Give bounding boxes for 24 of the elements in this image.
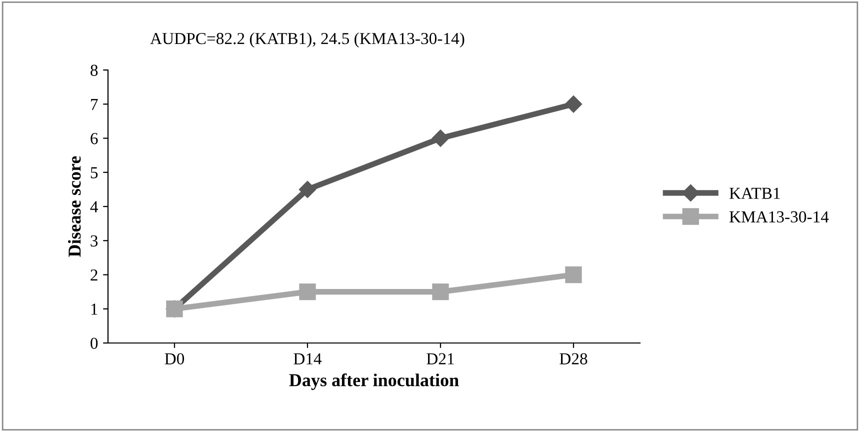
point bbox=[564, 96, 582, 113]
point bbox=[298, 180, 316, 198]
y-tick-label: 3 bbox=[90, 235, 98, 247]
x-tick-label: D14 bbox=[294, 353, 322, 364]
point bbox=[299, 283, 316, 300]
y-tick-label: 5 bbox=[90, 167, 98, 178]
x-axis-title: Days after inoculation bbox=[289, 373, 459, 390]
point bbox=[432, 130, 450, 147]
y-tick-label: 7 bbox=[91, 98, 98, 110]
y-tick-label: 4 bbox=[90, 201, 98, 212]
y-tick-label: 6 bbox=[90, 132, 98, 144]
y-tick-label: 2 bbox=[90, 269, 98, 281]
x-tick-label: D21 bbox=[426, 353, 454, 364]
legend-label: KATB1 bbox=[729, 188, 780, 199]
y-axis-title: Disease score bbox=[68, 156, 81, 257]
x-tick-label: D28 bbox=[560, 353, 588, 364]
text: AUDPC=82.2 (KATB1), 24.5 (KMA13-30-14) bbox=[150, 32, 464, 48]
y-tick-label: 0 bbox=[90, 338, 98, 349]
legend-label: KMA13-30-14 bbox=[729, 211, 829, 222]
point bbox=[432, 283, 449, 300]
x-tick-label: D0 bbox=[164, 353, 184, 364]
y-tick-label: 1 bbox=[91, 304, 98, 315]
point bbox=[565, 266, 582, 284]
y-tick-label: 8 bbox=[90, 64, 98, 76]
